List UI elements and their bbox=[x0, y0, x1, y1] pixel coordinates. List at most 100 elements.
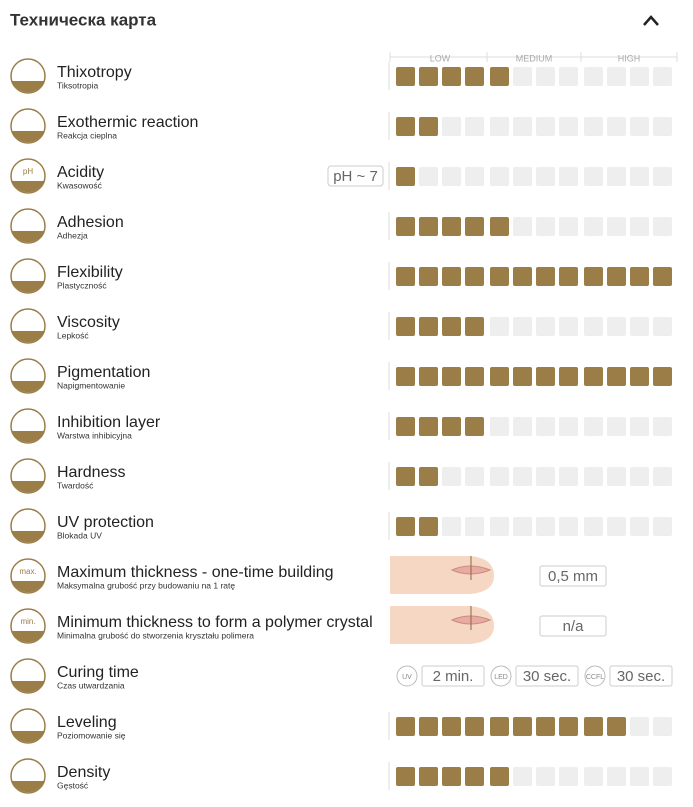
row-name: Flexibility bbox=[57, 264, 123, 281]
row-subtitle: Maksymalna grubość przy budowaniu na 1 r… bbox=[57, 580, 235, 590]
scale-label: LOW bbox=[430, 53, 451, 63]
level-filled bbox=[396, 117, 415, 136]
collapse-toggle[interactable] bbox=[643, 15, 659, 26]
level-filled bbox=[419, 217, 438, 236]
row-name: UV protection bbox=[57, 514, 154, 531]
badge-text: pH ~ 7 bbox=[333, 168, 378, 185]
value-text: n/a bbox=[563, 618, 585, 635]
level-empty bbox=[653, 67, 672, 86]
level-filled bbox=[653, 267, 672, 286]
level-filled bbox=[396, 717, 415, 736]
level-empty bbox=[559, 517, 578, 536]
value-text: 0,5 mm bbox=[548, 568, 598, 585]
level-empty bbox=[584, 117, 603, 136]
row-name: Hardness bbox=[57, 464, 125, 481]
row-subtitle: Napigmentowanie bbox=[57, 380, 125, 390]
level-empty bbox=[513, 517, 532, 536]
level-empty bbox=[513, 217, 532, 236]
level-filled bbox=[419, 767, 438, 786]
level-filled bbox=[465, 367, 484, 386]
level-filled bbox=[513, 367, 532, 386]
level-empty bbox=[584, 517, 603, 536]
row-icon-fill bbox=[12, 81, 44, 93]
level-filled bbox=[490, 67, 509, 86]
level-empty bbox=[630, 467, 649, 486]
level-empty bbox=[559, 467, 578, 486]
level-empty bbox=[607, 517, 626, 536]
level-empty bbox=[536, 67, 555, 86]
level-empty bbox=[607, 767, 626, 786]
row-name: Curing time bbox=[57, 664, 139, 681]
level-empty bbox=[490, 317, 509, 336]
level-filled bbox=[442, 67, 461, 86]
level-empty bbox=[490, 417, 509, 436]
level-filled bbox=[442, 717, 461, 736]
row-subtitle: Tiksotropia bbox=[57, 80, 99, 90]
level-empty bbox=[536, 467, 555, 486]
scale-header bbox=[389, 52, 678, 62]
level-empty bbox=[630, 417, 649, 436]
row-name: Inhibition layer bbox=[57, 414, 161, 431]
level-filled bbox=[490, 717, 509, 736]
level-filled bbox=[584, 267, 603, 286]
level-filled bbox=[465, 217, 484, 236]
row-icon-fill bbox=[12, 281, 44, 293]
level-filled bbox=[442, 417, 461, 436]
level-filled bbox=[419, 517, 438, 536]
level-filled bbox=[607, 367, 626, 386]
level-empty bbox=[513, 417, 532, 436]
row-name: Maximum thickness - one-time building bbox=[57, 564, 334, 581]
level-empty bbox=[559, 217, 578, 236]
level-empty bbox=[536, 417, 555, 436]
level-empty bbox=[630, 717, 649, 736]
level-empty bbox=[536, 317, 555, 336]
level-empty bbox=[653, 117, 672, 136]
level-empty bbox=[465, 517, 484, 536]
row-name: Density bbox=[57, 764, 110, 781]
level-empty bbox=[584, 167, 603, 186]
row-subtitle: Czas utwardzania bbox=[57, 680, 125, 690]
level-empty bbox=[607, 67, 626, 86]
level-filled bbox=[442, 767, 461, 786]
level-empty bbox=[419, 167, 438, 186]
level-empty bbox=[536, 217, 555, 236]
level-empty bbox=[653, 467, 672, 486]
level-filled bbox=[536, 367, 555, 386]
level-empty bbox=[584, 317, 603, 336]
level-empty bbox=[536, 167, 555, 186]
level-empty bbox=[653, 767, 672, 786]
level-filled bbox=[396, 217, 415, 236]
level-empty bbox=[653, 317, 672, 336]
icon-label: min. bbox=[20, 617, 35, 626]
row-subtitle: Warstwa inhibicyjna bbox=[57, 430, 132, 440]
level-empty bbox=[442, 517, 461, 536]
icon-label: pH bbox=[23, 167, 33, 176]
row-icon-fill bbox=[12, 431, 44, 443]
level-empty bbox=[584, 767, 603, 786]
row-subtitle: Twardość bbox=[57, 480, 94, 490]
level-empty bbox=[490, 167, 509, 186]
level-empty bbox=[653, 517, 672, 536]
curing-icon bbox=[584, 665, 606, 687]
level-filled bbox=[465, 67, 484, 86]
level-filled bbox=[607, 267, 626, 286]
level-empty bbox=[584, 67, 603, 86]
row-icon-fill bbox=[12, 381, 44, 393]
finger bbox=[390, 556, 494, 594]
scale-label: MEDIUM bbox=[516, 53, 553, 63]
level-empty bbox=[536, 517, 555, 536]
level-filled bbox=[653, 367, 672, 386]
row-subtitle: Plastyczność bbox=[57, 280, 107, 290]
row-subtitle: Adhezja bbox=[57, 230, 88, 240]
level-filled bbox=[419, 67, 438, 86]
level-filled bbox=[630, 367, 649, 386]
level-filled bbox=[419, 117, 438, 136]
row-subtitle: Reakcja cieplna bbox=[57, 130, 117, 140]
